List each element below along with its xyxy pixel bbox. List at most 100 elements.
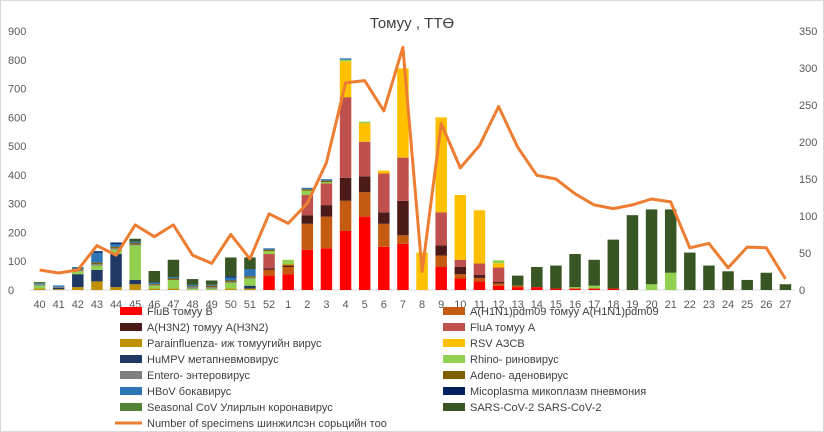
bar-segment — [52, 287, 65, 290]
legend-item: HuMPV метапневмовирус — [120, 354, 279, 366]
bar-segment — [435, 245, 447, 256]
bars — [33, 58, 792, 290]
legend-item: Parainfluenza- иж томуугийн вирус — [120, 338, 322, 350]
bar-segment — [550, 288, 562, 290]
bar-segment — [91, 269, 103, 282]
legend-swatch — [443, 339, 465, 347]
bar-segment — [148, 284, 161, 286]
bar-segment — [91, 252, 103, 263]
bar-segment — [282, 265, 294, 267]
legend-swatch — [120, 323, 142, 331]
bar-segment — [301, 223, 314, 250]
x-tick-label: 7 — [400, 299, 406, 311]
y-right-tick-label: 150 — [799, 174, 817, 186]
bar-segment — [473, 210, 486, 264]
bar-segment — [339, 231, 352, 290]
bar-segment — [397, 243, 409, 290]
bar-segment — [358, 141, 371, 177]
bar-segment — [244, 257, 256, 269]
x-tick-label: 13 — [512, 299, 524, 311]
legend-swatch — [120, 403, 142, 411]
bar-segment — [91, 265, 103, 270]
bar-segment — [110, 248, 122, 250]
bar-segment — [454, 274, 467, 279]
bar-segment — [626, 215, 639, 290]
bar-segment — [33, 288, 46, 290]
bar-segment — [569, 287, 581, 289]
bar-segment — [550, 265, 562, 289]
bar-segment — [358, 123, 371, 142]
bar-segment — [511, 285, 524, 288]
x-tick-label: 18 — [607, 299, 619, 311]
legend-swatch — [120, 371, 142, 379]
bar-segment — [186, 288, 199, 290]
y-left-tick-label: 800 — [8, 55, 26, 67]
y-right-tick-label: 200 — [799, 137, 817, 149]
bar-segment — [225, 282, 237, 289]
bar-segment — [741, 279, 753, 290]
bar-segment — [205, 285, 218, 288]
bar-segment — [225, 276, 237, 278]
bar-segment — [244, 278, 256, 286]
bar-segment — [339, 177, 352, 201]
x-tick-label: 23 — [703, 299, 715, 311]
bar-segment — [397, 235, 409, 244]
bar-segment — [263, 269, 275, 276]
bar-segment — [282, 266, 294, 275]
bar-segment — [358, 176, 371, 193]
bar-segment — [282, 264, 294, 266]
bar-segment — [205, 284, 218, 286]
bar-segment — [148, 283, 161, 285]
legend-swatch — [120, 355, 142, 363]
bar-segment — [339, 61, 352, 98]
bar-segment — [129, 245, 141, 280]
bar-segment — [244, 277, 256, 279]
bar-segment — [167, 279, 180, 289]
bar-segment — [320, 180, 333, 183]
bar-segment — [492, 285, 505, 290]
bar-segment — [320, 248, 333, 290]
bar-segment — [33, 283, 46, 285]
bar-segment — [473, 275, 486, 278]
y-right-tick-label: 50 — [799, 248, 811, 260]
bar-segment — [129, 238, 141, 242]
bar-segment — [167, 259, 180, 278]
bar-segment — [110, 254, 122, 288]
bar-segment — [167, 278, 180, 280]
legend-label: HBoV бокавирус — [147, 386, 232, 398]
bar-segment — [52, 286, 65, 288]
bar-segment — [339, 200, 352, 232]
legend-label: Rhino- риновирус — [470, 354, 559, 366]
bar-segment — [263, 268, 275, 270]
y-left-tick-label: 600 — [8, 112, 26, 124]
bar-segment — [339, 58, 352, 60]
bar-segment — [358, 192, 371, 217]
bar-segment — [703, 265, 715, 290]
y-right-tick-label: 300 — [799, 63, 817, 75]
legend-swatch — [443, 323, 465, 331]
bar-segment — [225, 288, 237, 290]
bar-segment — [569, 288, 581, 290]
bar-segment — [129, 243, 141, 245]
x-tick-label: 3 — [323, 299, 329, 311]
bar-segment — [282, 274, 294, 290]
bar-segment — [569, 254, 581, 288]
bar-segment — [301, 187, 314, 190]
y-left-tick-label: 0 — [8, 285, 14, 297]
legend-label: Micoplasma микоплазм пневмония — [470, 386, 646, 398]
bar-segment — [588, 259, 600, 286]
x-tick-label: 11 — [474, 299, 485, 311]
bar-segment — [72, 271, 84, 275]
bar-segment — [186, 279, 199, 285]
bar-segment — [263, 275, 275, 290]
bar-segment — [492, 263, 505, 268]
bar-segment — [531, 266, 543, 288]
bar-segment — [33, 281, 46, 284]
bar-segment — [282, 259, 294, 265]
y-right-tick-label: 250 — [799, 100, 817, 112]
x-tick-label: 51 — [244, 299, 256, 311]
x-tick-label: 27 — [779, 299, 791, 311]
y-right-tick-label: 100 — [799, 211, 817, 223]
bar-segment — [339, 97, 352, 178]
